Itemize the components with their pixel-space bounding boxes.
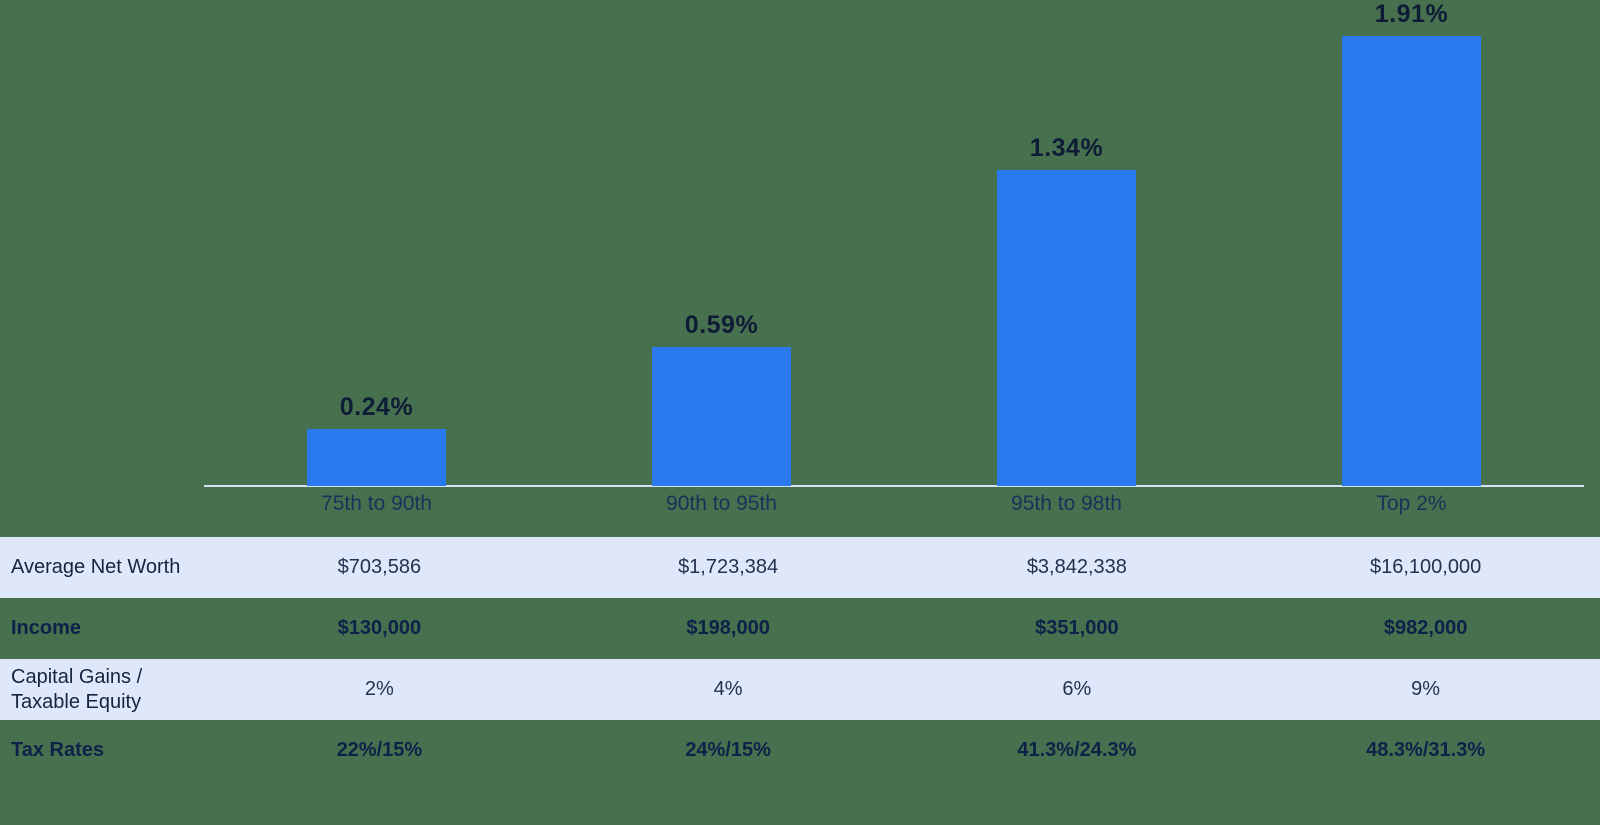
- row-label-line: Income: [11, 617, 82, 639]
- bar-group-1: 0.59%: [549, 0, 894, 486]
- row-label: Income: [0, 616, 205, 641]
- bar: [652, 347, 791, 486]
- row-label-line: Capital Gains /: [11, 665, 143, 688]
- bar-value-label: 0.59%: [684, 311, 759, 339]
- bar-group-3: 1.91%: [1239, 0, 1584, 486]
- bar: [997, 170, 1136, 486]
- bar-value-label: 1.34%: [1029, 134, 1104, 162]
- row-label: Tax Rates: [0, 738, 205, 763]
- x-axis-label: 90th to 95th: [666, 492, 777, 515]
- row-label: Capital Gains / Taxable Equity: [0, 665, 205, 715]
- table-cell: $3,842,338: [1026, 556, 1127, 578]
- x-axis-label: 75th to 90th: [321, 492, 432, 515]
- table-cell: $16,100,000: [1370, 556, 1482, 578]
- data-table: Average Net Worth $703,586 $1,723,384 $3,84…: [0, 537, 1600, 781]
- table-cell: $703,586: [337, 556, 422, 578]
- bar-chart: 0.24% 0.59% 1.34% 1.91% 75th to 90th 90th to…: [204, 0, 1584, 516]
- bar-group-2: 1.34%: [894, 0, 1239, 486]
- table-cell: $982,000: [1383, 617, 1468, 639]
- table-cell: 24%/15%: [685, 739, 771, 761]
- x-axis-line: [204, 485, 1584, 487]
- table-cell: 4%: [713, 678, 743, 700]
- table-row: Capital Gains / Taxable Equity 2% 4% 6% 9%: [0, 659, 1600, 720]
- bar: [1342, 36, 1481, 486]
- table-row: Income $130,000 $198,000 $351,000 $982,000: [0, 598, 1600, 659]
- x-axis-label: Top 2%: [1376, 492, 1447, 515]
- bar-value-label: 0.24%: [339, 393, 414, 421]
- bar-group-0: 0.24%: [204, 0, 549, 486]
- table-cell: 22%/15%: [336, 739, 423, 761]
- table-cell: 9%: [1411, 678, 1441, 700]
- table-cell: 48.3%/31.3%: [1366, 739, 1486, 761]
- table-cell: 2%: [364, 678, 394, 700]
- table-cell: $351,000: [1035, 617, 1119, 639]
- row-label-line: Tax Rates: [11, 739, 105, 761]
- row-label: Average Net Worth: [0, 555, 205, 580]
- table-cell: $198,000: [686, 617, 770, 639]
- table-row: Tax Rates 22%/15% 24%/15% 41.3%/24.3% 48.3%/…: [0, 720, 1600, 781]
- table-cell: 41.3%/24.3%: [1017, 739, 1137, 761]
- bar-value-label: 1.91%: [1374, 0, 1449, 28]
- x-axis-label: 95th to 98th: [1011, 492, 1122, 515]
- table-row: Average Net Worth $703,586 $1,723,384 $3,84…: [0, 537, 1600, 598]
- x-axis-labels: 75th to 90th 90th to 95th 95th to 98th Top …: [204, 490, 1584, 516]
- row-label-line: Taxable Equity: [11, 690, 142, 713]
- row-label-line: Average Net Worth: [11, 556, 181, 578]
- bar-slots: 0.24% 0.59% 1.34% 1.91%: [204, 0, 1584, 486]
- table-cell: 6%: [1062, 678, 1092, 700]
- table-cell: $1,723,384: [678, 556, 779, 578]
- bar: [307, 429, 446, 486]
- table-cell: $130,000: [337, 617, 422, 639]
